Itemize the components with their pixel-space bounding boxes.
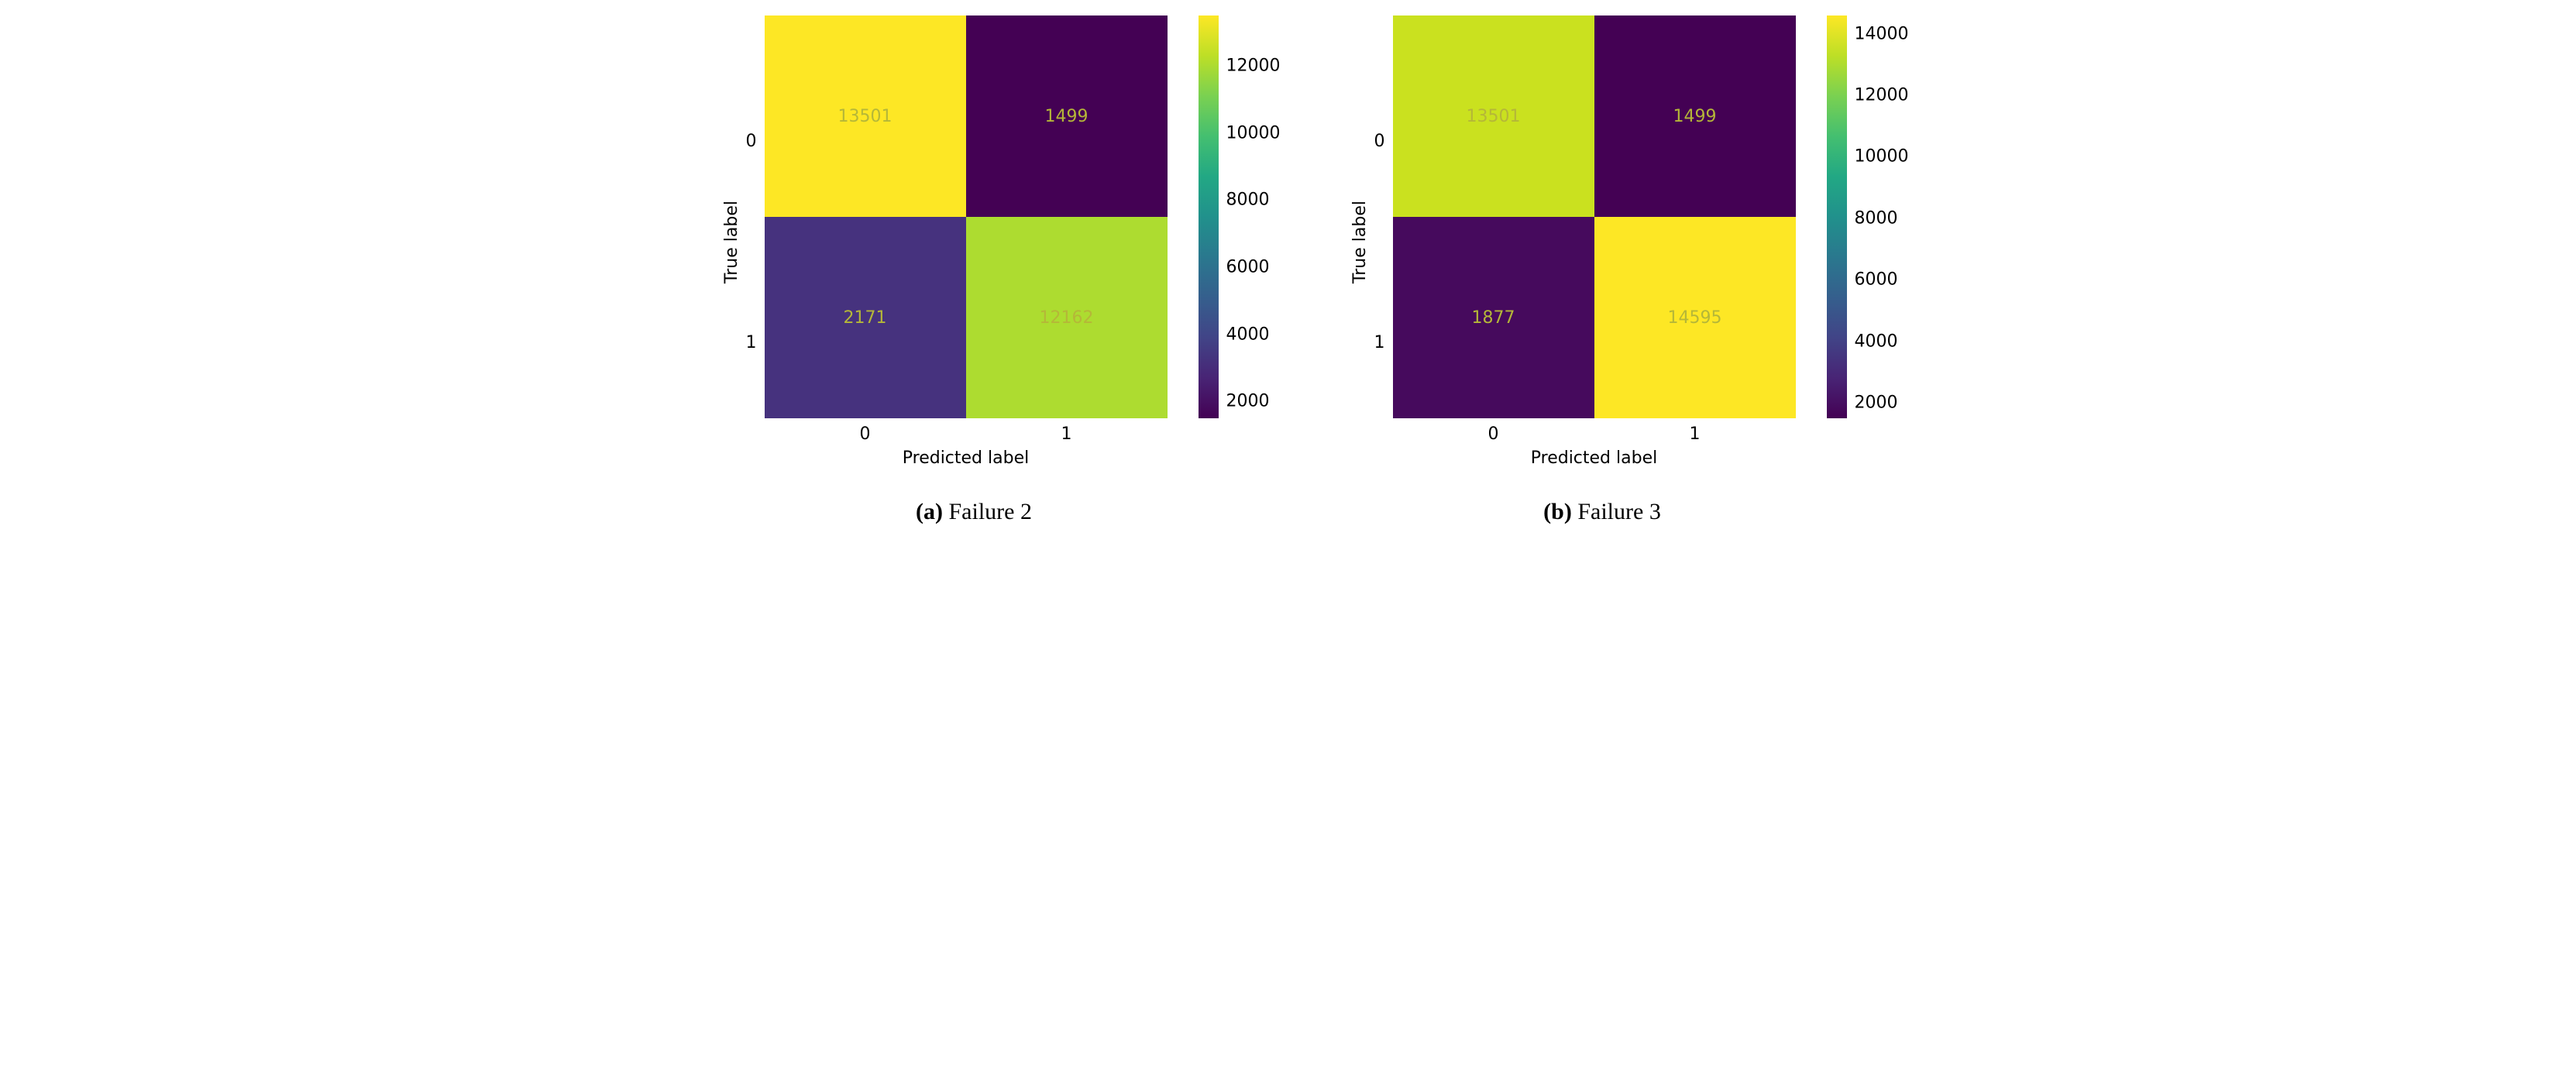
panel-a-colorbar-tick: 8000 (1226, 191, 1270, 210)
panel-a-xticks: 0 1 (765, 424, 1168, 444)
panel-a-colorbar-area: 20004000600080001000012000 (1199, 15, 1226, 418)
panel-b-plot-and-cbar: True label 0 1 13501 1499 1877 14595 0 1 (1350, 15, 1855, 468)
panel-b-colorbar-area: 2000400060008000100001200014000 (1827, 15, 1855, 418)
panel-a-heatmap-wrap: 13501 1499 2171 12162 0 1 Predicted labe… (765, 15, 1168, 468)
panel-b-ytick-1: 1 (1374, 333, 1385, 352)
panel-a-colorbar-tick: 10000 (1226, 123, 1281, 143)
panel-a-colorbar-tick: 2000 (1226, 392, 1270, 411)
panel-a-colorbar-tick: 4000 (1226, 325, 1270, 344)
panel-b-cell-00: 13501 (1393, 15, 1594, 217)
panel-a-cell-01: 1499 (966, 15, 1168, 217)
panel-b-caption: (b) Failure 3 (1543, 499, 1661, 525)
panel-b-plot-area: True label 0 1 13501 1499 1877 14595 0 1 (1350, 15, 1796, 468)
panel-b-ytick-0: 0 (1374, 132, 1385, 151)
panel-b-heatmap: 13501 1499 1877 14595 (1393, 15, 1796, 418)
panel-a-ylabel: True label (722, 201, 741, 283)
panel-a-cell-10: 2171 (765, 217, 966, 418)
panel-b-colorbar-tick: 2000 (1855, 393, 1898, 413)
panel-a-caption-label: (a) (916, 499, 943, 524)
panel-b-caption-text: Failure 3 (1577, 499, 1660, 524)
panel-a-colorbar (1199, 15, 1219, 418)
panel-b-cell-11: 14595 (1594, 217, 1796, 418)
panel-b-colorbar (1827, 15, 1847, 418)
panel-b-cell-10: 1877 (1393, 217, 1594, 418)
panel-a: True label 0 1 13501 1499 2171 12162 0 1 (722, 15, 1226, 525)
panel-b: True label 0 1 13501 1499 1877 14595 0 1 (1350, 15, 1855, 525)
panel-a-cell-11: 12162 (966, 217, 1168, 418)
panel-a-colorbar-tick: 6000 (1226, 257, 1270, 277)
panel-b-colorbar-tick: 6000 (1855, 270, 1898, 290)
panel-a-caption: (a) Failure 2 (916, 499, 1032, 525)
panel-b-cell-01: 1499 (1594, 15, 1796, 217)
panel-a-colorbar-tick: 12000 (1226, 57, 1281, 76)
panel-b-colorbar-tick: 8000 (1855, 208, 1898, 228)
figure-row: True label 0 1 13501 1499 2171 12162 0 1 (15, 15, 2561, 525)
panel-a-yticks: 0 1 (746, 40, 757, 443)
panel-b-xtick-0: 0 (1488, 424, 1499, 444)
panel-b-colorbar-tick: 12000 (1855, 86, 1909, 105)
panel-a-cell-00: 13501 (765, 15, 966, 217)
panel-a-caption-text: Failure 2 (949, 499, 1032, 524)
panel-a-xtick-0: 0 (860, 424, 871, 444)
panel-a-ytick-0: 0 (746, 132, 757, 151)
panel-b-xtick-1: 1 (1690, 424, 1701, 444)
panel-b-colorbar-tick: 10000 (1855, 147, 1909, 167)
panel-b-colorbar-tick: 4000 (1855, 332, 1898, 351)
panel-b-xlabel: Predicted label (1531, 448, 1657, 468)
panel-b-caption-label: (b) (1543, 499, 1572, 524)
panel-b-heatmap-wrap: 13501 1499 1877 14595 0 1 Predicted labe… (1393, 15, 1796, 468)
panel-b-ylabel: True label (1350, 201, 1370, 283)
panel-a-ytick-1: 1 (746, 333, 757, 352)
panel-a-heatmap: 13501 1499 2171 12162 (765, 15, 1168, 418)
panel-a-plot-area: True label 0 1 13501 1499 2171 12162 0 1 (722, 15, 1168, 468)
panel-a-xlabel: Predicted label (903, 448, 1029, 468)
panel-a-plot-and-cbar: True label 0 1 13501 1499 2171 12162 0 1 (722, 15, 1226, 468)
panel-b-colorbar-tick: 14000 (1855, 24, 1909, 43)
panel-a-xtick-1: 1 (1061, 424, 1072, 444)
panel-b-yticks: 0 1 (1374, 40, 1385, 443)
panel-b-xticks: 0 1 (1393, 424, 1796, 444)
